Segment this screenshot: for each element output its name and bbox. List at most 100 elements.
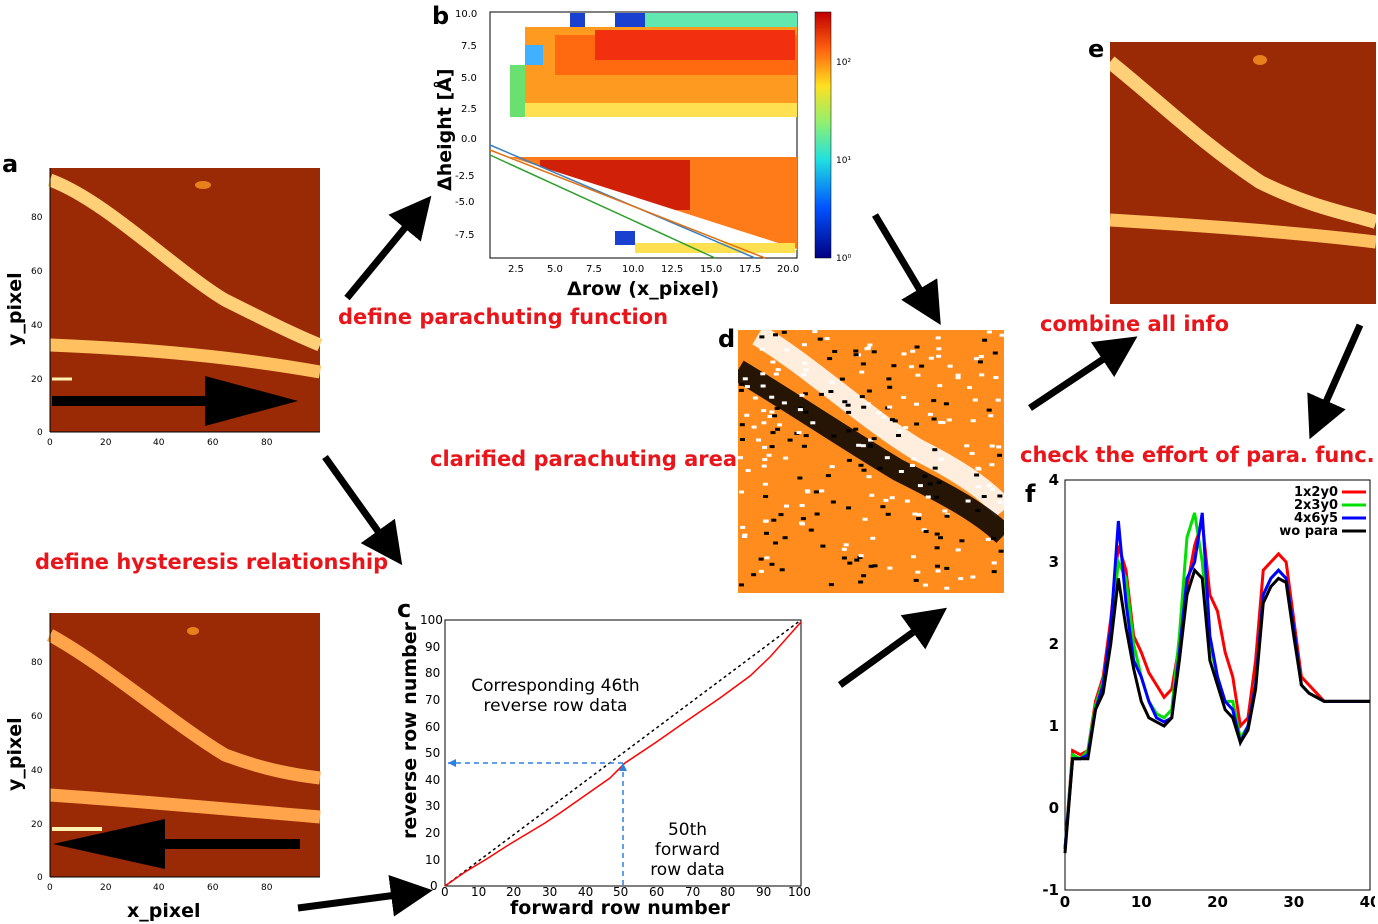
- svg-text:90: 90: [425, 640, 440, 654]
- speckle: [936, 347, 942, 351]
- svg-text:7.5: 7.5: [586, 264, 602, 275]
- speckle: [853, 427, 859, 431]
- speckle: [777, 423, 782, 427]
- svg-text:10: 10: [425, 853, 440, 867]
- panel-c-annotation-bottom: 50th forward row data: [635, 820, 740, 880]
- speckle: [944, 514, 950, 518]
- tick-x: 70: [685, 885, 701, 899]
- speckle: [981, 495, 987, 498]
- panel-a-image-forward: 0 20 40 60 80 0 20 40 60 80: [31, 168, 323, 448]
- svg-text:80: 80: [261, 883, 273, 893]
- speckle: [763, 495, 769, 498]
- speckle: [843, 543, 849, 547]
- speckle: [744, 413, 750, 417]
- speckle: [932, 466, 938, 470]
- speckle: [979, 373, 985, 377]
- speckle: [853, 353, 859, 357]
- speckle: [973, 357, 979, 361]
- annotation-line: reverse row data: [483, 696, 628, 716]
- svg-text:10⁰: 10⁰: [836, 254, 851, 264]
- svg-text:0: 0: [47, 438, 53, 448]
- speckle: [933, 495, 939, 499]
- speckle: [946, 418, 952, 422]
- speckle: [896, 434, 901, 437]
- speckle: [911, 457, 917, 461]
- speckle: [917, 484, 923, 488]
- speckle: [769, 445, 775, 449]
- speckle: [751, 573, 757, 577]
- speckle: [846, 458, 852, 462]
- speckle: [766, 453, 772, 457]
- speckle: [853, 349, 859, 353]
- svg-text:70: 70: [425, 693, 440, 707]
- legend-label: 1x2y0: [1294, 485, 1338, 500]
- speckle: [871, 437, 877, 441]
- speckle: [829, 380, 835, 384]
- svg-text:0: 0: [47, 883, 53, 893]
- speckle: [867, 343, 873, 347]
- speckle: [991, 570, 997, 574]
- svg-text:-7.5: -7.5: [455, 230, 475, 241]
- annotation-line: Corresponding 46th: [471, 676, 640, 696]
- speckle: [858, 580, 864, 584]
- speckle: [986, 330, 992, 334]
- speckle: [771, 518, 777, 522]
- tick-x: 10: [471, 885, 487, 899]
- svg-text:10¹: 10¹: [836, 156, 851, 166]
- speckle: [955, 548, 961, 552]
- svg-text:40: 40: [153, 883, 165, 893]
- tick-x: 100: [788, 885, 811, 899]
- speckle: [841, 556, 847, 560]
- speckle: [846, 429, 852, 433]
- speckle: [975, 508, 981, 512]
- speckle: [861, 574, 867, 578]
- svg-text:60: 60: [425, 720, 440, 734]
- panel-d-letter: d: [718, 325, 736, 353]
- svg-text:0.0: 0.0: [461, 134, 477, 145]
- speckle: [845, 403, 851, 407]
- speckle: [975, 485, 981, 489]
- speckle: [997, 500, 1003, 504]
- panel-b-heatmap: 10.0 7.5 5.0 2.5 0.0 -2.5 -5.0 -7.5 2.5 5.0 7.5 1…: [455, 9, 851, 275]
- speckle: [988, 414, 994, 418]
- speckle: [774, 406, 780, 410]
- speckle: [866, 475, 872, 479]
- speckle: [887, 405, 893, 409]
- x-tick-label: 30: [1283, 893, 1304, 910]
- speckle: [758, 569, 764, 573]
- speckle: [752, 396, 758, 400]
- panel-e-letter: e: [1088, 35, 1105, 63]
- speckle: [739, 490, 744, 494]
- speckle: [775, 427, 781, 431]
- speckle: [938, 536, 943, 540]
- speckle: [955, 376, 961, 380]
- speckle: [861, 468, 867, 472]
- svg-text:20: 20: [31, 375, 43, 385]
- speckle: [869, 493, 875, 497]
- speckle: [868, 564, 874, 568]
- speckle: [801, 373, 807, 377]
- speckle: [813, 490, 819, 494]
- speckle: [784, 348, 790, 352]
- annotation-line: 50th forward: [654, 820, 721, 860]
- tick-x: 60: [649, 885, 665, 899]
- speckle: [781, 401, 787, 405]
- speckle: [759, 347, 765, 351]
- speckle: [936, 480, 942, 484]
- speckle: [997, 494, 1003, 498]
- speckle: [936, 354, 942, 358]
- svg-text:20.0: 20.0: [777, 264, 799, 275]
- speckle: [857, 555, 863, 559]
- speckle: [884, 456, 890, 460]
- speckle: [944, 566, 950, 570]
- speckle: [989, 463, 995, 467]
- speckle: [887, 566, 893, 570]
- speckle: [866, 389, 872, 393]
- svg-text:60: 60: [31, 712, 43, 722]
- y-tick-label: 2: [1049, 635, 1059, 653]
- speckle: [964, 444, 970, 448]
- legend-label: wo para: [1279, 524, 1338, 539]
- speckle: [877, 466, 883, 470]
- speckle: [859, 395, 865, 399]
- speckle: [803, 392, 808, 396]
